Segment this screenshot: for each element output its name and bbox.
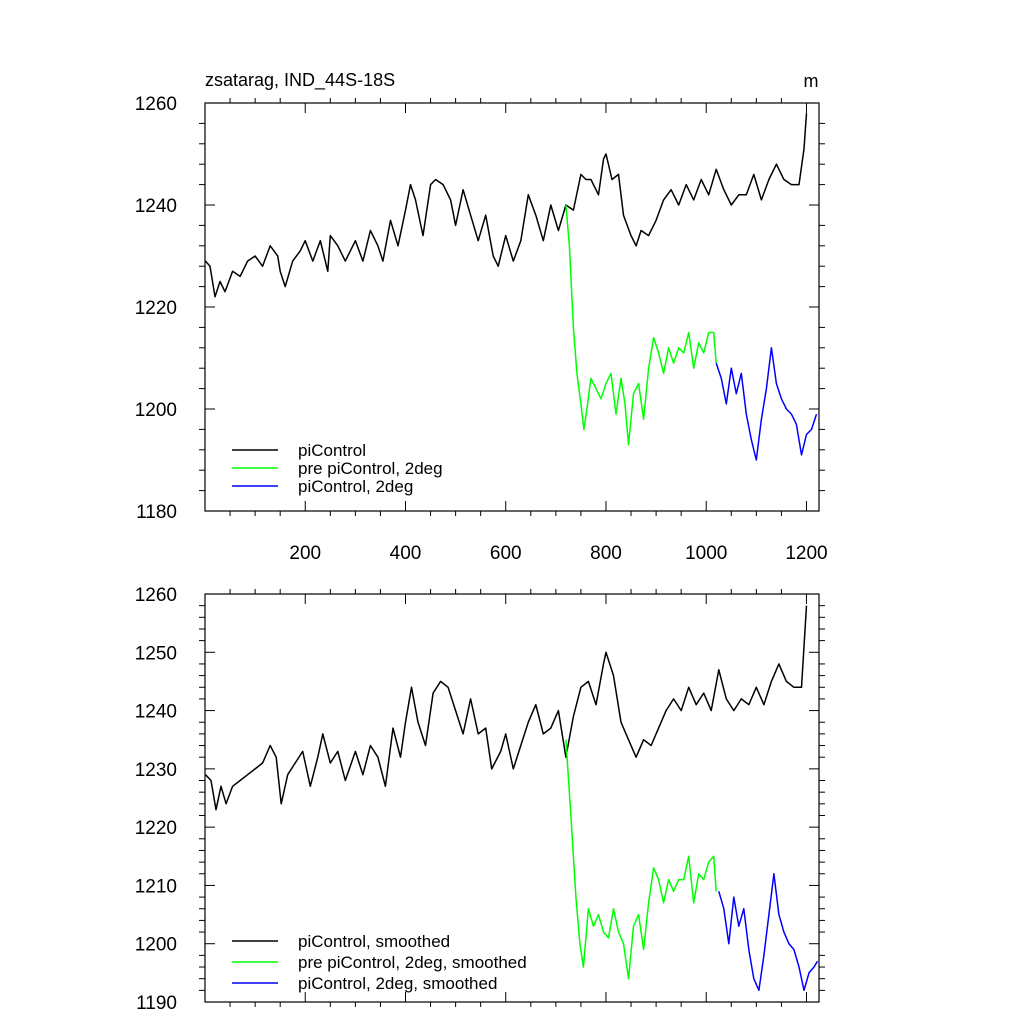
y-tick-label: 1260 xyxy=(135,585,177,606)
y-tick-label: 1250 xyxy=(135,643,177,664)
series-line-1 xyxy=(204,113,808,298)
plot-frame xyxy=(204,593,820,1003)
y-tick-label: 1200 xyxy=(135,400,177,421)
series-line-3 xyxy=(718,873,819,992)
tick-labels: 1190 1200 1210 1220 1230 1240 1250 1260 xyxy=(135,585,177,1014)
series-group xyxy=(204,605,819,992)
tick-marks xyxy=(199,98,825,516)
legend-label: piControl, smoothed xyxy=(298,932,450,951)
x-tick-label: 1200 xyxy=(785,543,827,564)
x-tick-label: 600 xyxy=(490,543,522,564)
x-tick-label: 200 xyxy=(289,543,321,564)
legend-label: pre piControl, 2deg, smoothed xyxy=(298,953,527,972)
chart-title: zsatarag, IND_44S-18S xyxy=(205,70,395,91)
y-tick-label: 1190 xyxy=(136,993,177,1014)
y-tick-label: 1240 xyxy=(135,196,177,217)
legend-label: pre piControl, 2deg xyxy=(298,459,443,478)
series-line-2 xyxy=(565,204,717,446)
y-tick-label: 1180 xyxy=(136,502,177,523)
y-tick-label: 1240 xyxy=(135,702,177,723)
x-tick-label: 400 xyxy=(390,543,422,564)
tick-labels: 200 400 600 800 1000 1200 1180 1200 1220 1240 1260 xyxy=(135,94,828,564)
legend: piControl, smoothed pre piControl, 2deg, … xyxy=(232,932,527,993)
y-tick-label: 1220 xyxy=(135,818,177,839)
units-label: m xyxy=(804,71,819,91)
y-tick-label: 1260 xyxy=(135,94,177,115)
legend-label: piControl, 2deg, smoothed xyxy=(298,974,497,993)
series-line-2 xyxy=(565,739,717,980)
y-tick-label: 1200 xyxy=(135,935,177,956)
series-group xyxy=(204,113,818,461)
y-tick-label: 1230 xyxy=(135,760,177,781)
top-panel: zsatarag, IND_44S-18S m 200 400 600 800 1000… xyxy=(135,70,828,564)
series-line-3 xyxy=(715,347,818,461)
x-tick-label: 800 xyxy=(590,543,622,564)
series-line-1 xyxy=(204,605,808,811)
y-tick-label: 1220 xyxy=(135,298,177,319)
y-tick-label: 1210 xyxy=(135,876,177,897)
legend-label: piControl, 2deg xyxy=(298,477,413,496)
x-tick-label: 1000 xyxy=(685,543,727,564)
legend-label: piControl xyxy=(298,441,366,460)
bottom-panel: 1190 1200 1210 1220 1230 1240 1250 1260 piContr… xyxy=(135,585,825,1014)
tick-marks xyxy=(199,589,825,1007)
